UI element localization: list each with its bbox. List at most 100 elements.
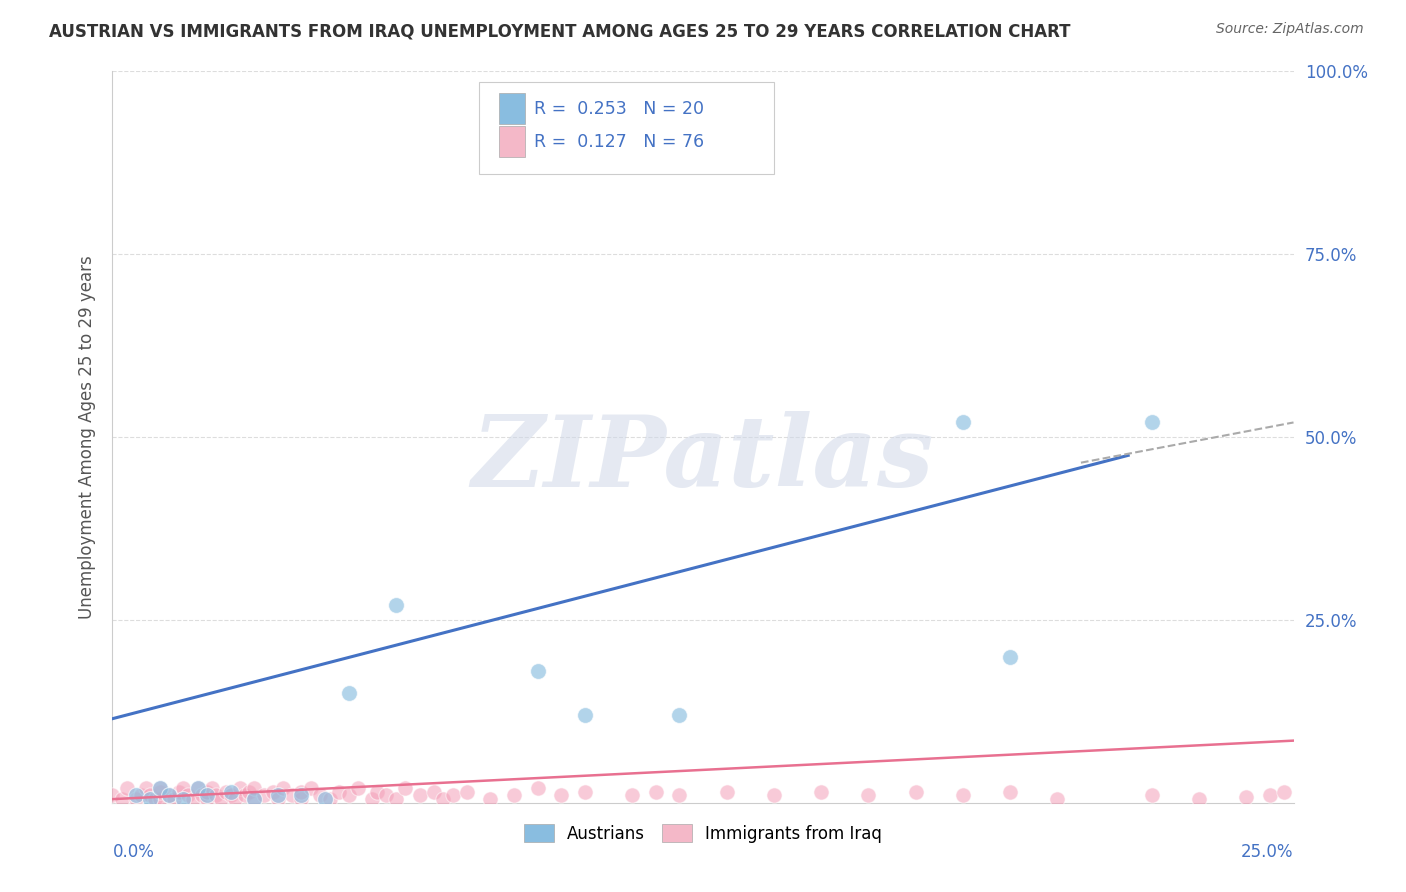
Point <box>904 785 927 799</box>
Text: 0.0%: 0.0% <box>112 843 155 861</box>
Point <box>526 664 548 678</box>
Point <box>998 649 1021 664</box>
Point <box>503 789 526 803</box>
Point <box>111 792 134 806</box>
Point <box>290 792 312 806</box>
Point <box>195 789 218 803</box>
Point <box>422 785 444 799</box>
Point <box>716 785 738 799</box>
Point <box>1234 789 1257 804</box>
Point <box>129 789 152 803</box>
Point <box>243 792 266 806</box>
Point <box>229 781 252 796</box>
Point <box>267 789 290 803</box>
Point <box>243 792 266 806</box>
Point <box>205 789 228 803</box>
Point <box>191 789 214 803</box>
Point <box>167 785 190 799</box>
Point <box>375 789 398 803</box>
Point <box>644 785 666 799</box>
Point <box>157 789 180 803</box>
Point <box>238 785 260 799</box>
Text: 25.0%: 25.0% <box>1241 843 1294 861</box>
Point <box>366 785 388 799</box>
Point <box>262 785 284 799</box>
Point <box>139 789 162 803</box>
Point <box>186 781 208 796</box>
Point <box>574 785 596 799</box>
Point <box>215 785 238 799</box>
Point <box>347 781 370 796</box>
Point <box>1188 792 1211 806</box>
Text: Source: ZipAtlas.com: Source: ZipAtlas.com <box>1216 22 1364 37</box>
Point <box>762 789 785 803</box>
Point <box>456 785 478 799</box>
Point <box>621 789 644 803</box>
Point <box>337 789 360 803</box>
Point <box>172 781 194 796</box>
Point <box>574 708 596 723</box>
Point <box>1140 789 1163 803</box>
Point <box>319 792 342 806</box>
Point <box>408 789 430 803</box>
Point <box>952 789 974 803</box>
Point <box>337 686 360 700</box>
Point <box>177 789 200 803</box>
Legend: Austrians, Immigrants from Iraq: Austrians, Immigrants from Iraq <box>517 818 889 849</box>
Point <box>195 792 218 806</box>
Point <box>209 792 232 806</box>
Point <box>135 781 157 796</box>
Point <box>233 789 256 803</box>
Point <box>149 781 172 796</box>
Point <box>181 792 204 806</box>
Point <box>224 792 246 806</box>
Text: R =  0.127   N = 76: R = 0.127 N = 76 <box>534 133 704 151</box>
Point <box>195 785 218 799</box>
Point <box>858 789 880 803</box>
Point <box>149 792 172 806</box>
Text: AUSTRIAN VS IMMIGRANTS FROM IRAQ UNEMPLOYMENT AMONG AGES 25 TO 29 YEARS CORRELAT: AUSTRIAN VS IMMIGRANTS FROM IRAQ UNEMPLO… <box>49 22 1071 40</box>
Point <box>143 792 166 806</box>
Point <box>125 789 148 803</box>
Point <box>668 708 690 723</box>
Point <box>1272 785 1295 799</box>
Point <box>172 792 194 806</box>
Point <box>290 789 312 803</box>
Y-axis label: Unemployment Among Ages 25 to 29 years: Unemployment Among Ages 25 to 29 years <box>77 255 96 619</box>
Text: R =  0.253   N = 20: R = 0.253 N = 20 <box>534 100 704 118</box>
Point <box>1046 792 1069 806</box>
Point <box>385 792 408 806</box>
FancyBboxPatch shape <box>478 82 773 174</box>
Point <box>157 789 180 803</box>
Point <box>361 792 384 806</box>
Point <box>219 785 242 799</box>
FancyBboxPatch shape <box>499 126 524 157</box>
Point <box>290 785 312 799</box>
Point <box>201 781 224 796</box>
FancyBboxPatch shape <box>499 94 524 124</box>
Point <box>149 781 172 796</box>
Point <box>271 781 294 796</box>
Point <box>253 789 276 803</box>
Point <box>1258 789 1281 803</box>
Point <box>385 599 408 613</box>
Point <box>219 789 242 803</box>
Point <box>101 789 124 803</box>
Point <box>163 792 186 806</box>
Text: ZIPatlas: ZIPatlas <box>472 411 934 508</box>
Point <box>550 789 572 803</box>
Point <box>299 781 322 796</box>
Point <box>281 789 304 803</box>
Point <box>125 792 148 806</box>
Point <box>432 792 454 806</box>
Point <box>1140 416 1163 430</box>
Point <box>115 781 138 796</box>
Point <box>309 789 332 803</box>
Point <box>267 792 290 806</box>
Point <box>186 781 208 796</box>
Point <box>441 789 464 803</box>
Point <box>668 789 690 803</box>
Point <box>998 785 1021 799</box>
Point <box>952 416 974 430</box>
Point <box>526 781 548 796</box>
